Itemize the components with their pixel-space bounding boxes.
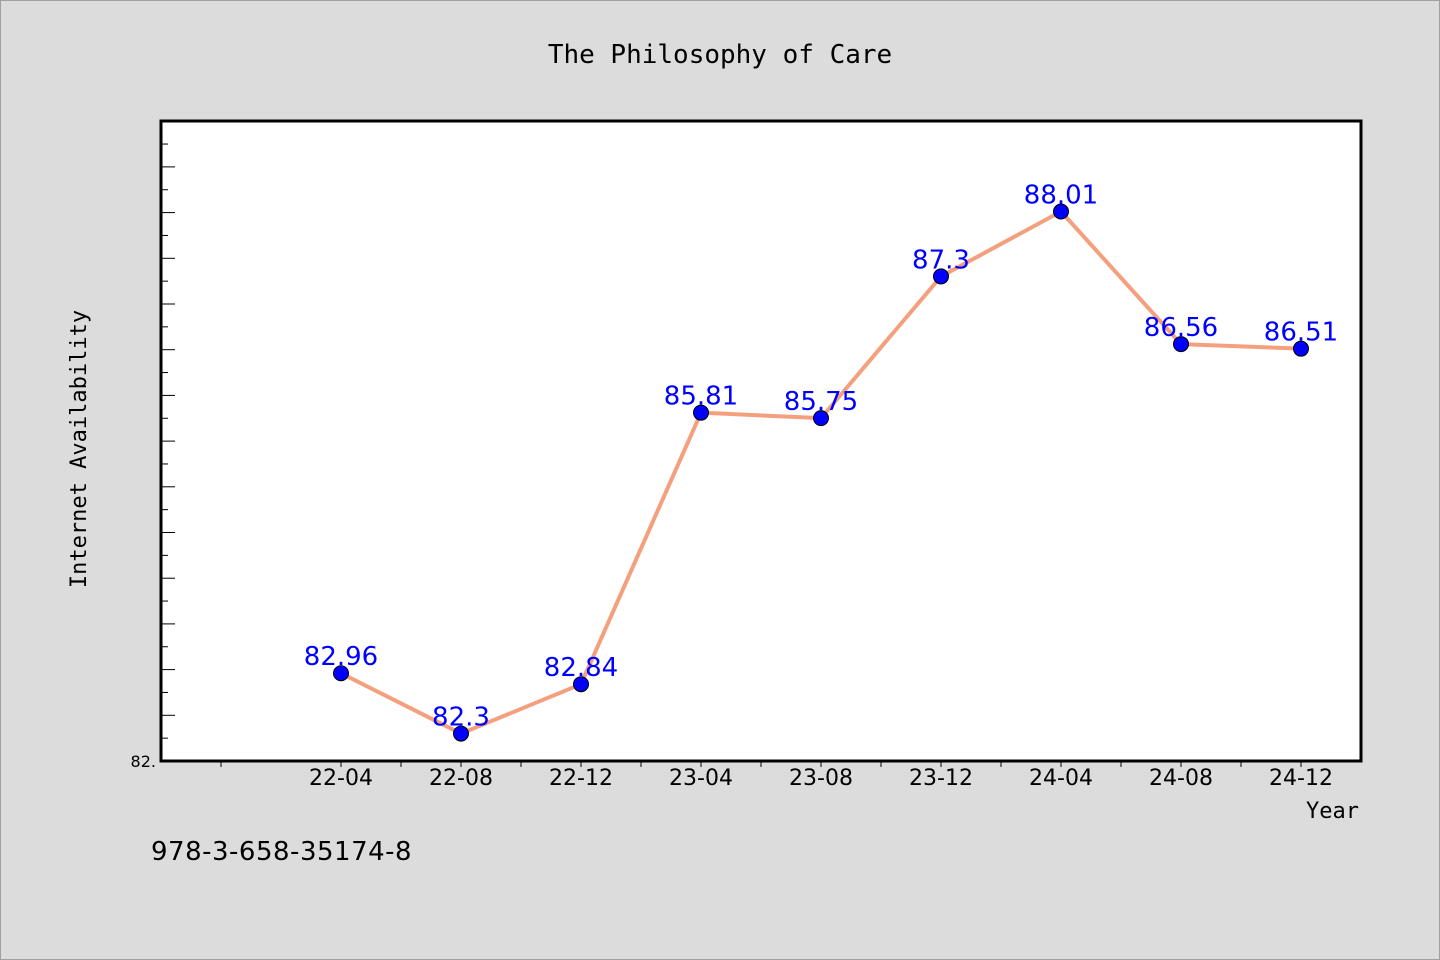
x-tick-label: 24-08: [1149, 766, 1213, 791]
data-point: [813, 410, 829, 427]
data-labels: 82.96 82.3 82.84 85.81 85.75 87.3 88.01 86.56 86…: [304, 181, 1338, 733]
x-tick-label: 23-08: [789, 766, 853, 791]
data-point: [933, 268, 949, 285]
x-tick-label: 23-12: [909, 766, 973, 791]
data-point: [1053, 203, 1069, 220]
chart-title: The Philosophy of Care: [548, 40, 892, 70]
y-axis-ticks: [161, 120, 175, 762]
data-label: 82.96: [304, 642, 378, 672]
data-point: [333, 665, 349, 682]
data-label: 85.75: [784, 387, 858, 417]
data-point: [573, 676, 589, 693]
data-label: 85.81: [664, 382, 738, 412]
data-label: 82.84: [544, 653, 618, 683]
x-axis-label: Year: [1306, 799, 1359, 824]
x-tick-label: 24-04: [1029, 766, 1093, 791]
data-markers: [333, 203, 1309, 742]
data-point: [1293, 340, 1309, 357]
y-tick-label: 82.: [131, 752, 156, 771]
y-axis-label: Internet Availability: [67, 310, 92, 588]
x-tick-label: 24-12: [1269, 766, 1333, 791]
x-tick-label: 23-04: [669, 766, 733, 791]
x-axis-ticks: [220, 761, 1302, 767]
x-tick-label: 22-08: [429, 766, 493, 791]
isbn-text: 978-3-658-35174-8: [151, 837, 413, 867]
data-label: 87.3: [912, 245, 970, 275]
data-label: 86.56: [1144, 313, 1218, 343]
data-label: 88.01: [1024, 181, 1098, 211]
x-tick-label: 22-04: [309, 766, 373, 791]
x-tick-label: 22-12: [549, 766, 613, 791]
data-label: 86.51: [1264, 318, 1338, 348]
data-label: 82.3: [432, 703, 490, 733]
data-point: [693, 404, 709, 421]
data-point: [453, 725, 469, 742]
data-point: [1173, 336, 1189, 353]
x-axis-tick-labels: 22-04 22-08 22-12 23-04 23-08 23-12 24-04 24-08…: [309, 766, 1333, 791]
plot-area: [159, 119, 1363, 763]
